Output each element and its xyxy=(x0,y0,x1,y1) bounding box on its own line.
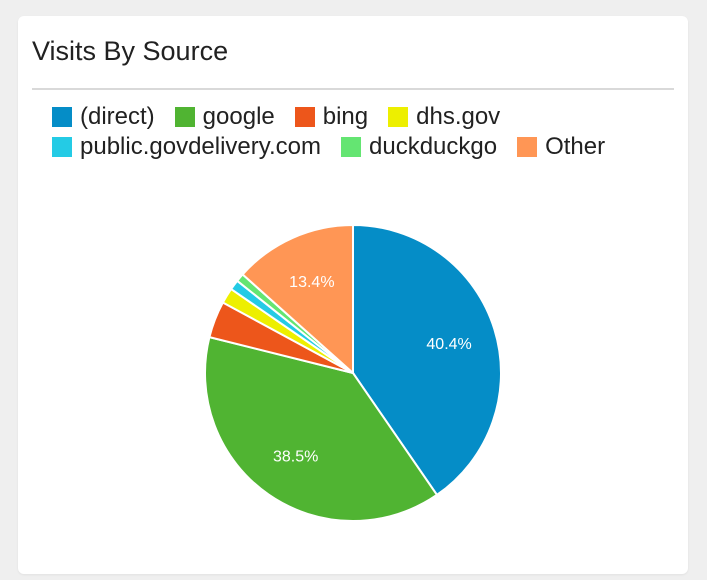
slice-data-label: 40.4% xyxy=(426,336,471,353)
slice-data-label: 13.4% xyxy=(289,274,334,291)
slice-data-label: 38.5% xyxy=(273,449,318,466)
